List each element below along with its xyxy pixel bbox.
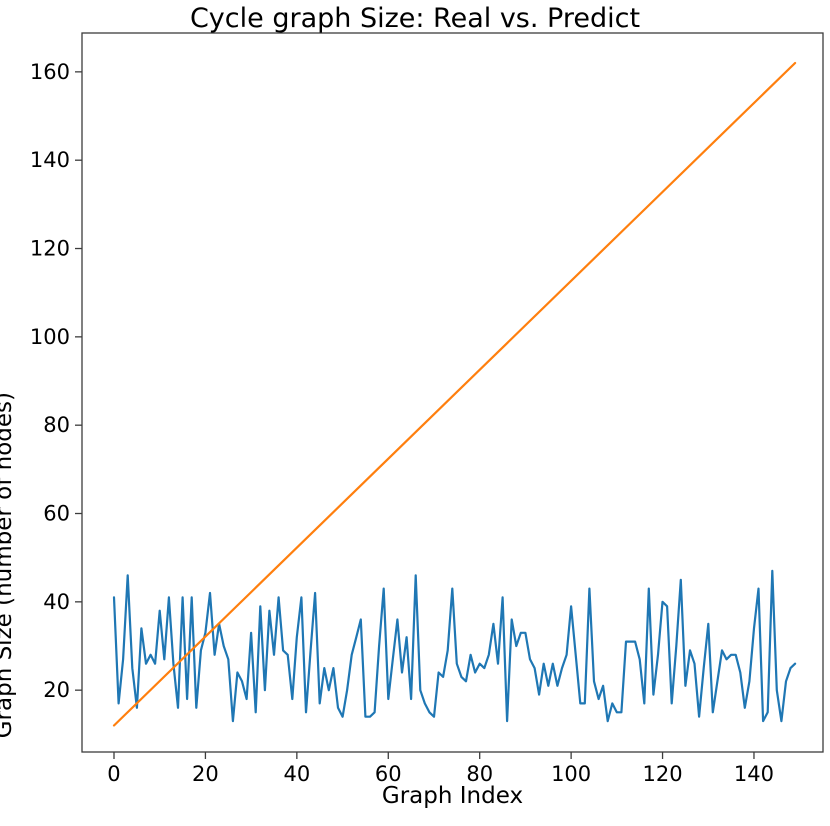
x-tick-label: 100 [551,762,591,786]
y-tick-label: 20 [43,678,70,702]
x-tick-label: 120 [643,762,683,786]
x-tick-label: 0 [107,762,120,786]
series-line-real [112,569,797,723]
x-axis-label: Graph Index [381,783,524,809]
y-tick-label: 60 [43,502,70,526]
series-line-predict [112,61,797,727]
x-tick-label: 140 [734,762,774,786]
y-tick-label: 40 [43,590,70,614]
x-tick-label: 80 [466,762,493,786]
chart-title: Cycle graph Size: Real vs. Predict [189,3,641,34]
y-tick-label: 140 [30,148,70,172]
x-tick-label: 20 [192,762,219,786]
plot-area-frame [81,32,824,753]
y-tick-label: 100 [30,325,70,349]
x-tick-label: 60 [375,762,402,786]
y-tick-label: 80 [43,413,70,437]
y-tick-label: 120 [30,237,70,261]
x-tick-label: 40 [283,762,310,786]
y-axis-label-text: Graph Size (number of nodes) [0,392,17,739]
y-tick-label: 160 [30,60,70,84]
